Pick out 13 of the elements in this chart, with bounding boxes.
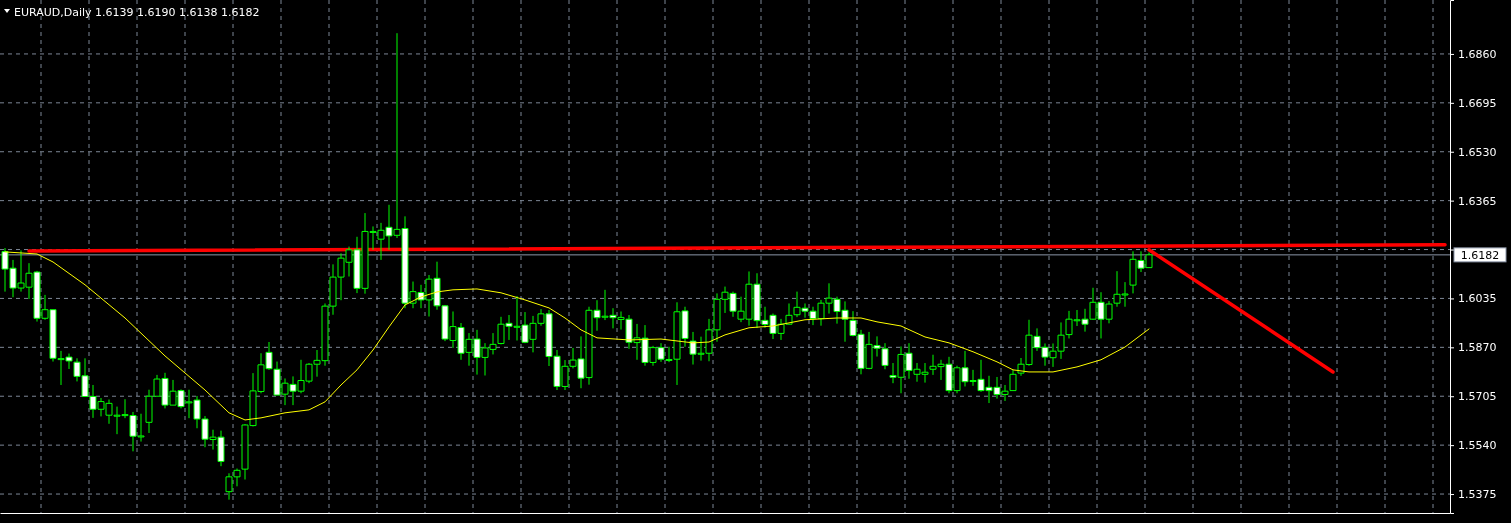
line-series xyxy=(4,251,1150,421)
y-tick-label: 1.6035 xyxy=(1458,292,1497,306)
y-tick-label: 1.6695 xyxy=(1458,96,1497,110)
candlestick xyxy=(1009,369,1017,392)
y-tick-label: 1.6365 xyxy=(1458,194,1497,208)
y-tick-label: 1.5540 xyxy=(1458,439,1497,453)
y-tick-label: 1.6530 xyxy=(1458,145,1497,159)
y-tick-label: 1.5705 xyxy=(1458,390,1497,404)
text: EURAUD,Daily 1.6139 1.6190 1.6138 1.6182 xyxy=(14,6,260,19)
ref-line-label: 1.6182 xyxy=(1460,248,1500,262)
y-tick-label: 1.5870 xyxy=(1458,341,1497,355)
y-tick-label: 1.6860 xyxy=(1458,47,1497,61)
y-tick-label: 1.5375 xyxy=(1458,488,1497,502)
